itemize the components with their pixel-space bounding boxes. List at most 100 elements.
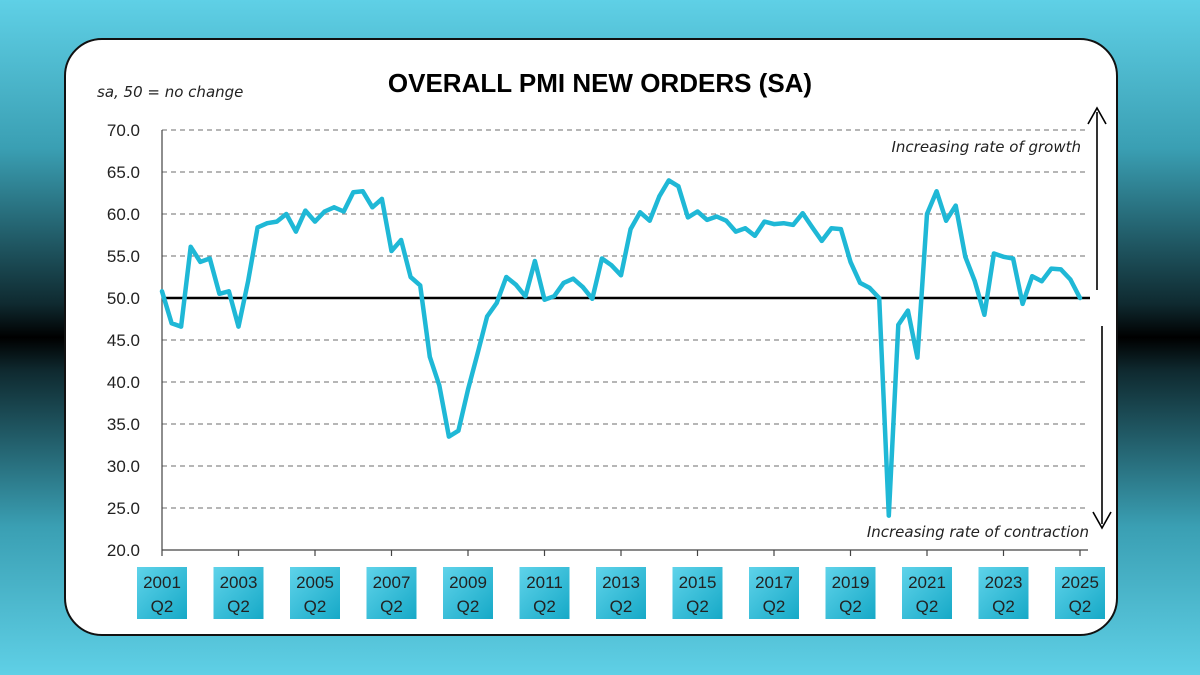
new-orders-line <box>159 178 1083 518</box>
data-point <box>437 383 442 388</box>
data-point <box>838 227 843 232</box>
chart-card <box>64 38 1118 636</box>
data-point <box>628 227 633 232</box>
data-point <box>1049 266 1054 271</box>
x-tick-quarter: Q2 <box>457 597 480 616</box>
x-tick-badge <box>366 567 417 619</box>
data-point <box>877 296 882 300</box>
x-tick-year: 2007 <box>373 573 411 592</box>
data-point <box>504 275 509 279</box>
data-point <box>982 312 987 317</box>
data-point <box>207 256 212 261</box>
data-point <box>934 189 939 194</box>
data-point <box>379 196 384 201</box>
data-point <box>284 212 289 216</box>
data-point <box>657 194 662 199</box>
data-point <box>685 215 690 220</box>
data-point <box>590 296 595 301</box>
x-tick-label: 2003 Q2 <box>213 567 264 619</box>
data-point <box>532 259 537 263</box>
data-point <box>303 208 308 213</box>
data-point <box>810 225 815 230</box>
data-point <box>1039 279 1044 284</box>
y-tick-label: 20.0 <box>107 541 140 560</box>
data-point <box>800 211 805 216</box>
y-tick-label: 50.0 <box>107 289 140 308</box>
data-point <box>886 513 891 518</box>
series-layer <box>159 178 1083 518</box>
x-tick-badge <box>443 567 493 619</box>
x-tick-badge <box>978 567 1029 619</box>
x-tick-quarter: Q2 <box>533 597 556 616</box>
x-tick-label: 2007 Q2 <box>366 567 417 619</box>
data-point <box>858 280 863 285</box>
x-tick-quarter: Q2 <box>227 597 250 616</box>
x-tick-label: 2009 Q2 <box>443 567 493 619</box>
x-tick-badge <box>672 567 723 619</box>
data-point <box>389 249 394 253</box>
x-tick-year: 2009 <box>449 573 487 592</box>
x-tick-label: 2023 Q2 <box>978 567 1029 619</box>
y-tick-label: 40.0 <box>107 373 140 392</box>
data-point <box>552 294 557 299</box>
data-point <box>513 282 518 287</box>
x-tick-year: 2005 <box>296 573 334 592</box>
data-point <box>829 226 834 231</box>
data-point <box>991 251 996 256</box>
data-point <box>972 279 977 284</box>
data-point <box>791 222 796 227</box>
annotation-growth: Increasing rate of growth <box>891 138 1081 156</box>
data-point <box>1001 254 1006 259</box>
data-point <box>322 209 327 214</box>
annotation-contraction: Increasing rate of contraction <box>867 523 1089 541</box>
x-tick-badge <box>290 567 340 619</box>
contraction-arrow-head <box>1092 511 1112 530</box>
x-tick-year: 2011 <box>526 573 563 592</box>
data-point <box>370 205 375 210</box>
x-tick-label: 2011 Q2 <box>519 567 570 619</box>
chart-subtitle: sa, 50 = no change <box>97 83 243 101</box>
data-point <box>953 203 958 208</box>
x-tick-quarter: Q2 <box>151 597 174 616</box>
x-tick-label: 2019 Q2 <box>825 567 876 619</box>
data-point <box>246 279 251 284</box>
data-point <box>666 178 671 183</box>
x-tick-badge <box>1055 567 1105 619</box>
x-tick-quarter: Q2 <box>380 597 403 616</box>
data-point <box>293 229 298 234</box>
x-tick-label: 2005 Q2 <box>290 567 340 619</box>
data-point <box>638 210 643 215</box>
data-point <box>332 205 337 210</box>
x-tick-quarter: Q2 <box>992 597 1015 616</box>
y-tick-label: 60.0 <box>107 205 140 224</box>
y-tick-label: 70.0 <box>107 121 140 140</box>
data-point <box>1030 274 1035 279</box>
data-point <box>408 275 413 279</box>
data-point <box>542 297 547 302</box>
data-point <box>714 214 719 219</box>
data-point <box>475 351 480 356</box>
data-point <box>905 308 910 313</box>
data-point <box>743 226 748 231</box>
data-point <box>274 219 279 224</box>
data-point <box>1068 277 1073 282</box>
data-point <box>561 280 566 285</box>
x-tick-badge <box>825 567 876 619</box>
x-tick-year: 2003 <box>220 573 258 592</box>
data-point <box>762 219 767 224</box>
data-point <box>341 209 346 214</box>
data-point <box>446 434 451 439</box>
data-point <box>399 238 404 242</box>
data-point <box>819 238 824 243</box>
data-point <box>456 428 461 433</box>
data-point <box>724 218 729 223</box>
data-point <box>781 221 786 226</box>
x-tick-badge <box>902 567 952 619</box>
data-point <box>169 321 174 326</box>
x-tick-label: 2025 Q2 <box>1055 567 1105 619</box>
data-point <box>963 254 968 259</box>
x-tick-label: 2001 Q2 <box>137 567 187 619</box>
growth-arrow-head <box>1087 106 1107 125</box>
x-axis-ticks: 2001Q22003Q22005Q22007Q22009Q22011Q22013… <box>137 550 1105 619</box>
data-point <box>313 219 317 224</box>
